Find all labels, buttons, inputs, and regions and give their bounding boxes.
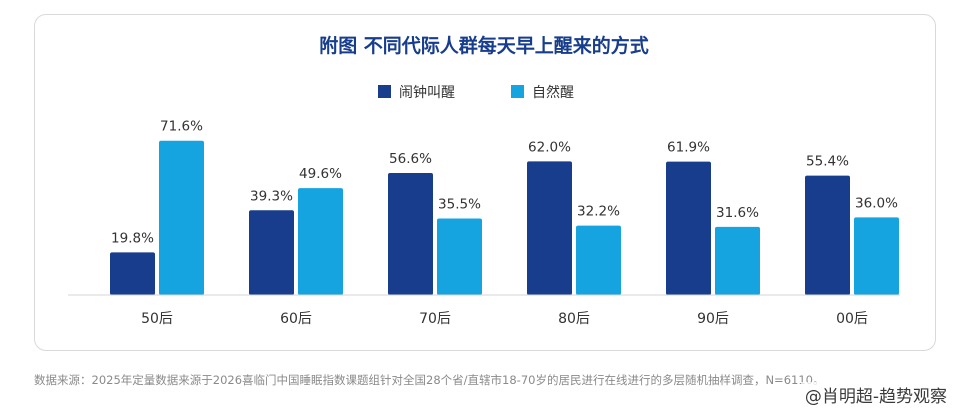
bar-alarm-2 bbox=[249, 210, 294, 295]
legend: 闹钟叫醒 自然醒 bbox=[378, 84, 574, 101]
x-tick-label-1: 50后 bbox=[141, 311, 173, 327]
bar-natural-2 bbox=[298, 188, 343, 295]
data-label-alarm-1: 19.8% bbox=[111, 230, 154, 246]
bar-alarm-4 bbox=[527, 161, 572, 295]
bar-alarm-5 bbox=[666, 161, 711, 295]
x-tick-label-6: 00后 bbox=[836, 311, 868, 327]
data-label-natural-1: 71.6% bbox=[160, 119, 203, 135]
data-label-natural-4: 32.2% bbox=[577, 204, 620, 220]
data-label-alarm-3: 56.6% bbox=[389, 151, 432, 167]
bar-natural-3 bbox=[437, 218, 482, 295]
bar-natural-6 bbox=[854, 217, 899, 295]
data-label-alarm-2: 39.3% bbox=[250, 188, 293, 204]
legend-swatch-1 bbox=[378, 85, 391, 98]
data-label-natural-6: 36.0% bbox=[855, 195, 898, 211]
bar-alarm-1 bbox=[110, 252, 155, 295]
chart: 附图 不同代际人群每天早上醒来的方式 闹钟叫醒 自然醒 19.8% 71.6% 39.… bbox=[68, 34, 900, 327]
x-tick-label-2: 60后 bbox=[280, 311, 312, 327]
bars: 19.8% 71.6% 39.3% 49.6% 56.6% 35.5% 62.0% 32.2%… bbox=[110, 119, 899, 295]
data-label-natural-5: 31.6% bbox=[716, 205, 759, 221]
bar-natural-1 bbox=[159, 140, 204, 295]
data-label-natural-2: 49.6% bbox=[299, 166, 342, 182]
legend-swatch-2 bbox=[511, 85, 524, 98]
bar-natural-4 bbox=[576, 225, 621, 295]
legend-label-2: 自然醒 bbox=[532, 84, 574, 101]
x-ticks: 50后 60后 70后 80后 90后 00后 bbox=[141, 311, 868, 327]
x-tick-label-5: 90后 bbox=[697, 311, 729, 327]
data-label-alarm-4: 62.0% bbox=[528, 139, 571, 155]
x-tick-label-4: 80后 bbox=[558, 311, 590, 327]
data-label-alarm-5: 61.9% bbox=[667, 140, 710, 156]
watermark: @肖明超-趋势观察 bbox=[800, 382, 951, 407]
data-label-natural-3: 35.5% bbox=[438, 196, 481, 212]
bar-alarm-3 bbox=[388, 173, 433, 295]
legend-label-1: 闹钟叫醒 bbox=[399, 84, 455, 101]
x-tick-label-3: 70后 bbox=[419, 311, 451, 327]
source-note: 数据来源：2025年定量数据来源于2026喜临门中国睡眠指数课题组针对全国28个… bbox=[34, 373, 825, 387]
bar-natural-5 bbox=[715, 226, 760, 295]
chart-title: 附图 不同代际人群每天早上醒来的方式 bbox=[319, 34, 649, 57]
bar-alarm-6 bbox=[805, 175, 850, 295]
data-label-alarm-6: 55.4% bbox=[806, 154, 849, 170]
